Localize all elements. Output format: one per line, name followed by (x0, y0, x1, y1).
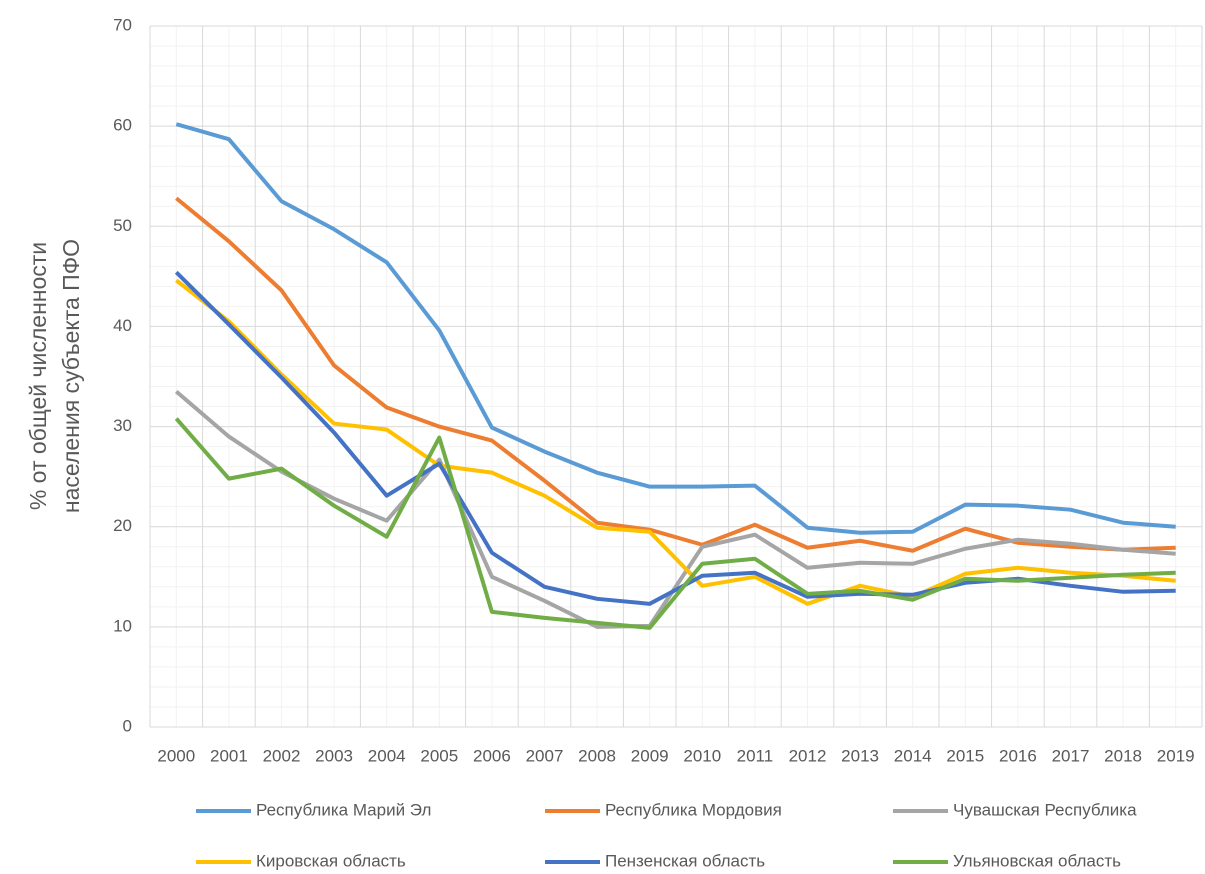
y-tick-label: 70 (113, 15, 132, 34)
x-tick-label: 2014 (894, 746, 932, 765)
line-series (174, 417, 1176, 630)
legend-label: Кировская область (256, 851, 406, 870)
x-tick-label: 2006 (473, 746, 511, 765)
x-tick-label: 2007 (526, 746, 564, 765)
legend-label: Ульяновская область (953, 851, 1121, 870)
x-tick-label: 2019 (1157, 746, 1195, 765)
line-series (175, 278, 1176, 606)
x-tick-label: 2009 (631, 746, 669, 765)
x-tick-label: 2001 (210, 746, 248, 765)
x-tick-label: 2011 (737, 746, 774, 765)
x-tick-label: 2018 (1104, 746, 1142, 765)
x-tick-label: 2002 (263, 746, 301, 765)
line-series (174, 390, 1176, 629)
y-tick-label: 0 (123, 716, 132, 735)
y-axis-label: % от общей численности (25, 242, 51, 510)
x-tick-label: 2013 (841, 746, 879, 765)
x-tick-label: 2008 (578, 746, 616, 765)
y-axis-label: населения субъекта ПФО (58, 239, 84, 513)
x-tick-label: 2016 (999, 746, 1037, 765)
y-tick-label: 20 (113, 516, 132, 535)
y-tick-label: 40 (113, 316, 132, 335)
x-tick-label: 2012 (789, 746, 827, 765)
x-tick-label: 2005 (420, 746, 458, 765)
legend-label: Республика Мордовия (605, 800, 782, 819)
legend-label: Чувашская Республика (953, 800, 1137, 819)
x-tick-label: 2010 (683, 746, 721, 765)
legend-label: Пензенская область (605, 851, 765, 870)
line-series (175, 122, 1176, 535)
x-tick-label: 2017 (1052, 746, 1090, 765)
y-tick-label: 50 (113, 216, 132, 235)
x-tick-label: 2000 (157, 746, 195, 765)
legend-label: Республика Марий Эл (256, 800, 431, 819)
x-tick-label: 2004 (368, 746, 406, 765)
x-tick-label: 2015 (946, 746, 984, 765)
y-tick-label: 60 (113, 116, 132, 135)
x-tick-label: 2003 (315, 746, 353, 765)
y-tick-label: 10 (113, 616, 132, 635)
y-tick-label: 30 (113, 416, 132, 435)
